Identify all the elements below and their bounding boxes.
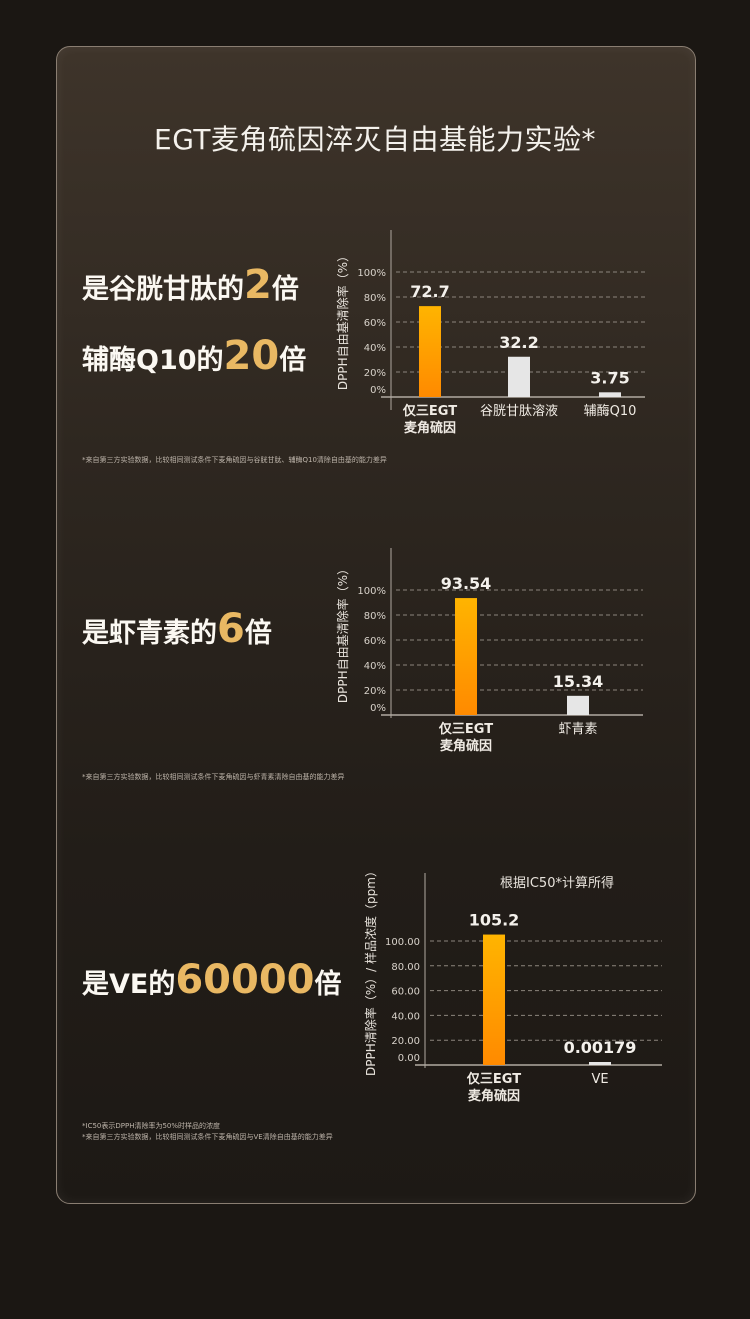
footnote: *IC50表示DPPH清除率为50%时样品的浓度 bbox=[82, 1122, 221, 1130]
bar-egt bbox=[419, 306, 441, 397]
headline-text: 倍 bbox=[244, 618, 272, 649]
data-label: 105.2 bbox=[469, 911, 520, 930]
y-tick-label: 0% bbox=[370, 703, 386, 714]
x-category-label: 麦角硫因 bbox=[468, 1088, 520, 1104]
data-label: 72.7 bbox=[410, 282, 449, 301]
footnote: *来自第三方实验数据，比较相同测试条件下麦角硫因与虾青素清除自由基的能力差异 bbox=[82, 773, 345, 781]
content-card bbox=[56, 46, 696, 1204]
headline-text: 是虾青素的 bbox=[82, 618, 217, 649]
x-category-label: 辅酶Q10 bbox=[584, 403, 637, 419]
y-tick-label: 100% bbox=[357, 268, 386, 279]
x-category-label: 仅三EGT bbox=[402, 403, 457, 419]
chart-subtitle: 根据IC50*计算所得 bbox=[500, 875, 614, 891]
bar-comparison bbox=[599, 392, 621, 397]
data-label: 93.54 bbox=[441, 574, 492, 593]
headline-text: 是谷胱甘肽的 bbox=[82, 274, 244, 305]
y-axis-label: DPPH清除率（%）/ 样品浓度（ppm） bbox=[363, 865, 378, 1076]
bar-comparison bbox=[589, 1062, 611, 1065]
y-tick-label: 20% bbox=[364, 368, 386, 379]
y-tick-label: 80% bbox=[364, 611, 386, 622]
data-label: 15.34 bbox=[553, 672, 604, 691]
bar-egt bbox=[483, 934, 505, 1065]
y-tick-label: 60% bbox=[364, 318, 386, 329]
headline-multiplier: 20 bbox=[223, 333, 280, 379]
y-tick-label: 40% bbox=[364, 661, 386, 672]
x-category-label: 仅三EGT bbox=[466, 1071, 521, 1087]
y-axis-label: DPPH自由基清除率（%） bbox=[335, 563, 350, 703]
x-category-label: 麦角硫因 bbox=[404, 420, 456, 436]
data-label: 32.2 bbox=[499, 333, 538, 352]
headline-astaxanthin: 是虾青素的6倍 bbox=[82, 606, 272, 652]
bar-comparison bbox=[567, 695, 589, 715]
headline-text: 是VE的 bbox=[82, 969, 176, 1000]
headline-multiplier: 2 bbox=[244, 262, 272, 308]
headline-text: 倍 bbox=[271, 274, 299, 305]
bar-chart-ve: 0.00 20.00 40.00 60.00 80.00 100.00 DPPH清除率（%）… bbox=[363, 865, 662, 1104]
headline-coq10: 辅酶Q10的20倍 bbox=[82, 333, 306, 379]
footnote: *来自第三方实验数据，比较相同测试条件下麦角硫因与VE清除自由基的能力差异 bbox=[82, 1133, 333, 1141]
data-label: 0.00179 bbox=[564, 1038, 637, 1057]
headline-multiplier: 60000 bbox=[175, 957, 315, 1003]
y-tick-label: 0.00 bbox=[398, 1053, 420, 1064]
x-category-label: 麦角硫因 bbox=[440, 738, 492, 754]
headline-multiplier: 6 bbox=[217, 606, 245, 652]
x-category-label: 仅三EGT bbox=[438, 721, 493, 737]
footnote: *来自第三方实验数据，比较相同测试条件下麦角硫因与谷胱甘肽、辅酶Q10清除自由基… bbox=[82, 456, 387, 464]
headline-ve: 是VE的60000倍 bbox=[82, 957, 342, 1003]
headline-text: 倍 bbox=[314, 969, 342, 1000]
y-tick-label: 100.00 bbox=[385, 937, 420, 948]
bar-comparison bbox=[508, 356, 530, 397]
x-category-label: 谷胱甘肽溶液 bbox=[480, 404, 558, 419]
bar-chart-astaxanthin: 0% 20% 40% 60% 80% 100% DPPH自由基清除率（%） 93.54 仅三EG… bbox=[335, 548, 643, 754]
y-tick-label: 20% bbox=[364, 686, 386, 697]
y-tick-label: 100% bbox=[357, 586, 386, 597]
page-title: EGT麦角硫因淬灭自由基能力实验* bbox=[154, 123, 596, 156]
y-tick-label: 20.00 bbox=[391, 1036, 420, 1047]
headline-text: 辅酶Q10的 bbox=[82, 345, 224, 376]
bar-egt bbox=[455, 598, 477, 715]
y-tick-label: 80.00 bbox=[391, 962, 420, 973]
data-label: 3.75 bbox=[590, 368, 629, 387]
y-tick-label: 40% bbox=[364, 343, 386, 354]
y-tick-label: 0% bbox=[370, 385, 386, 396]
x-category-label: VE bbox=[591, 1072, 608, 1087]
headline-glutathione: 是谷胱甘肽的2倍 bbox=[82, 262, 299, 308]
y-tick-label: 80% bbox=[364, 293, 386, 304]
bar-chart-glutathione-coq10: 0% 20% 40% 60% 80% 100% DPPH自由基清除率（%） 72.7 仅三EGT… bbox=[335, 230, 645, 436]
y-tick-label: 60% bbox=[364, 636, 386, 647]
y-axis-label: DPPH自由基清除率（%） bbox=[335, 250, 350, 390]
y-tick-label: 60.00 bbox=[391, 987, 420, 998]
headline-text: 倍 bbox=[279, 345, 307, 376]
y-tick-label: 40.00 bbox=[391, 1011, 420, 1022]
x-category-label: 虾青素 bbox=[558, 722, 597, 737]
